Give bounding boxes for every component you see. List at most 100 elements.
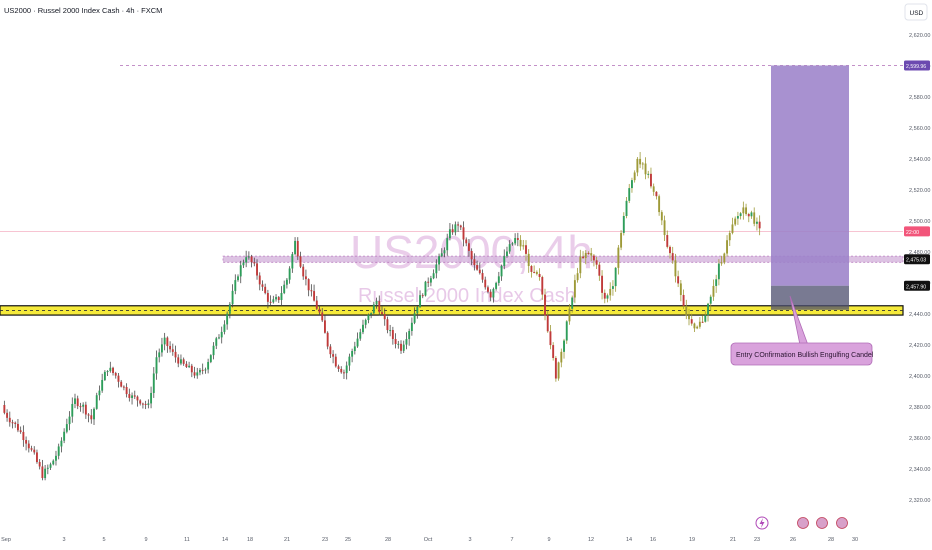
candle-body bbox=[237, 276, 239, 281]
candle-body bbox=[747, 214, 750, 217]
candle-body bbox=[174, 351, 177, 358]
candle-body bbox=[584, 252, 587, 259]
candle-body bbox=[595, 260, 598, 265]
candle-body bbox=[323, 320, 326, 333]
candle-body bbox=[571, 297, 574, 309]
candle-body bbox=[196, 372, 199, 376]
event-icons[interactable] bbox=[755, 516, 848, 530]
candle-body bbox=[152, 373, 155, 393]
position-target-zone bbox=[771, 65, 849, 286]
candle-body bbox=[535, 271, 538, 274]
candle-body bbox=[552, 345, 555, 358]
resistance-price-tag: 2,475.03 bbox=[906, 258, 926, 264]
us-flag-event-icon-1[interactable] bbox=[797, 517, 809, 529]
currency-badge[interactable]: USD bbox=[904, 3, 928, 21]
candle-body bbox=[563, 340, 565, 352]
candle-body bbox=[516, 238, 519, 240]
x-tick-label: 18 bbox=[247, 537, 253, 543]
candle-body bbox=[372, 304, 375, 314]
candle-body bbox=[74, 398, 76, 404]
candle-body bbox=[546, 315, 549, 332]
x-tick-label: 7 bbox=[510, 537, 513, 543]
candle-body bbox=[348, 356, 351, 366]
candle-body bbox=[503, 256, 506, 266]
candle-body bbox=[438, 256, 441, 265]
candle-body bbox=[299, 256, 302, 267]
candle-body bbox=[742, 207, 745, 214]
lightning-glyph bbox=[759, 518, 765, 528]
target-price-tag-bg bbox=[904, 60, 930, 71]
candle-body bbox=[60, 440, 63, 447]
candle-body bbox=[307, 279, 310, 291]
candle-body bbox=[302, 266, 305, 277]
us-flag-event-icon-3[interactable] bbox=[836, 517, 848, 529]
candle-body bbox=[337, 366, 340, 370]
candle-body bbox=[557, 362, 560, 379]
candle-body bbox=[487, 287, 489, 292]
candle-body bbox=[106, 371, 109, 373]
y-axis[interactable]: 2,320.00 2,340.00 2,360.00 2,380.00 2,400.00… bbox=[909, 33, 930, 504]
annotation-box[interactable] bbox=[730, 342, 873, 366]
candle-body bbox=[497, 276, 500, 283]
candle-body bbox=[283, 284, 286, 293]
candle-body bbox=[125, 386, 128, 395]
x-axis[interactable]: Sep 3 5 9 11 14 18 21 23 25 28 Oct 3 7 9 12 14 16 19 21 23 26… bbox=[1, 537, 858, 543]
y-tick-label: 2,320.00 bbox=[909, 498, 930, 504]
x-tick-label: 21 bbox=[730, 537, 736, 543]
x-tick-label: 28 bbox=[828, 537, 834, 543]
candle-body bbox=[435, 264, 438, 274]
candle-body bbox=[446, 238, 449, 251]
candle-body bbox=[685, 305, 688, 316]
candle-body bbox=[16, 423, 19, 431]
candle-body bbox=[291, 254, 294, 269]
candle-body bbox=[541, 277, 544, 295]
candle-body bbox=[481, 273, 484, 280]
candle-body bbox=[745, 207, 748, 215]
candle-body bbox=[182, 359, 185, 364]
candle-body bbox=[329, 346, 332, 355]
candle-body bbox=[677, 276, 680, 284]
candle-body bbox=[381, 312, 383, 315]
candle-body bbox=[68, 416, 71, 425]
candle-body bbox=[11, 422, 14, 424]
candle-body bbox=[207, 361, 210, 370]
candle-body bbox=[212, 345, 215, 356]
candle-body bbox=[628, 188, 631, 201]
candle-body bbox=[185, 363, 188, 368]
candle-body bbox=[720, 262, 723, 264]
candle-body bbox=[65, 424, 68, 432]
candle-body bbox=[489, 291, 492, 298]
candle-body bbox=[652, 186, 655, 192]
candle-body bbox=[663, 220, 666, 236]
candle-body bbox=[84, 404, 87, 415]
overlays-layer bbox=[771, 65, 849, 310]
candle-body bbox=[647, 173, 650, 175]
candle-body bbox=[52, 460, 55, 465]
us-flag-event-icon-2[interactable] bbox=[816, 517, 828, 529]
candle-body bbox=[630, 180, 633, 189]
candle-body bbox=[367, 314, 370, 321]
candle-body bbox=[38, 462, 41, 467]
candle-body bbox=[247, 256, 250, 258]
candle-body bbox=[484, 279, 487, 288]
candle-body bbox=[101, 379, 104, 391]
symbol-title[interactable]: US2000 · Russel 2000 Index Cash · 4h · F… bbox=[4, 6, 162, 15]
candle-body bbox=[218, 337, 220, 339]
y-tick-label: 2,440.00 bbox=[909, 312, 930, 318]
candle-body bbox=[650, 173, 652, 187]
candle-body bbox=[234, 280, 237, 291]
x-tick-label: 19 bbox=[689, 537, 695, 543]
candle-body bbox=[57, 446, 60, 456]
candle-body bbox=[356, 338, 359, 347]
x-tick-label: Sep bbox=[1, 537, 11, 543]
candle-body bbox=[133, 395, 136, 397]
candle-body bbox=[272, 299, 275, 303]
candle-body bbox=[171, 349, 174, 352]
candle-body bbox=[266, 293, 269, 302]
candle-body bbox=[525, 245, 527, 254]
candle-body bbox=[261, 284, 264, 287]
target-price-tag: 2,599.96 bbox=[906, 64, 926, 70]
candle-body bbox=[427, 281, 430, 283]
